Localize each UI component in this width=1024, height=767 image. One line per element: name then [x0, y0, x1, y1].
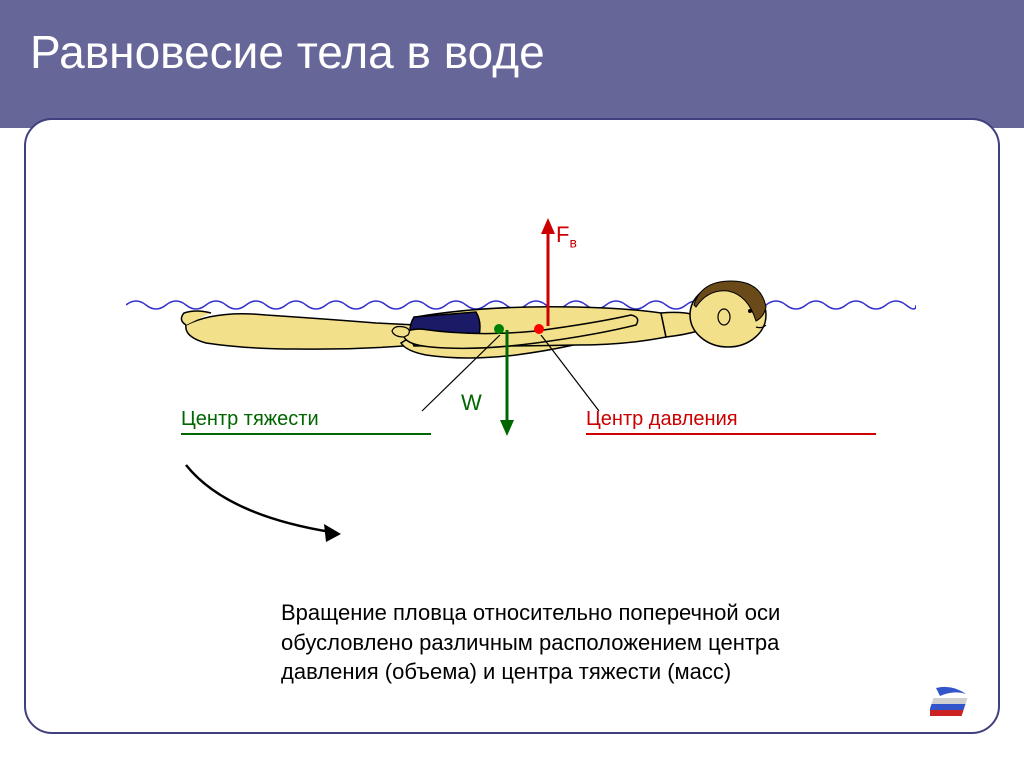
content-frame: Fв W Центр тяжести Центр давления Вращен… — [24, 118, 1000, 734]
buoyancy-force-label: Fв — [556, 222, 577, 250]
cog-leader-line — [418, 335, 508, 415]
rotation-arrow — [156, 460, 346, 550]
diagram: Fв W Центр тяжести Центр давления — [86, 180, 936, 520]
cog-underline — [181, 433, 431, 435]
center-of-gravity-dot — [494, 324, 504, 334]
center-of-pressure-dot — [534, 324, 544, 334]
slide-title: Равновесие тела в воде — [30, 25, 545, 79]
buoyancy-force-arrow — [538, 218, 558, 328]
center-of-pressure-label: Центр давления — [586, 408, 876, 435]
cop-underline — [586, 433, 876, 435]
cop-text: Центр давления — [586, 408, 876, 431]
caption-text: Вращение пловца относительно поперечной … — [281, 598, 871, 687]
center-of-gravity-label: Центр тяжести — [181, 408, 431, 435]
logo-icon — [930, 684, 980, 720]
cog-text: Центр тяжести — [181, 408, 431, 431]
cop-leader-line — [539, 335, 609, 415]
